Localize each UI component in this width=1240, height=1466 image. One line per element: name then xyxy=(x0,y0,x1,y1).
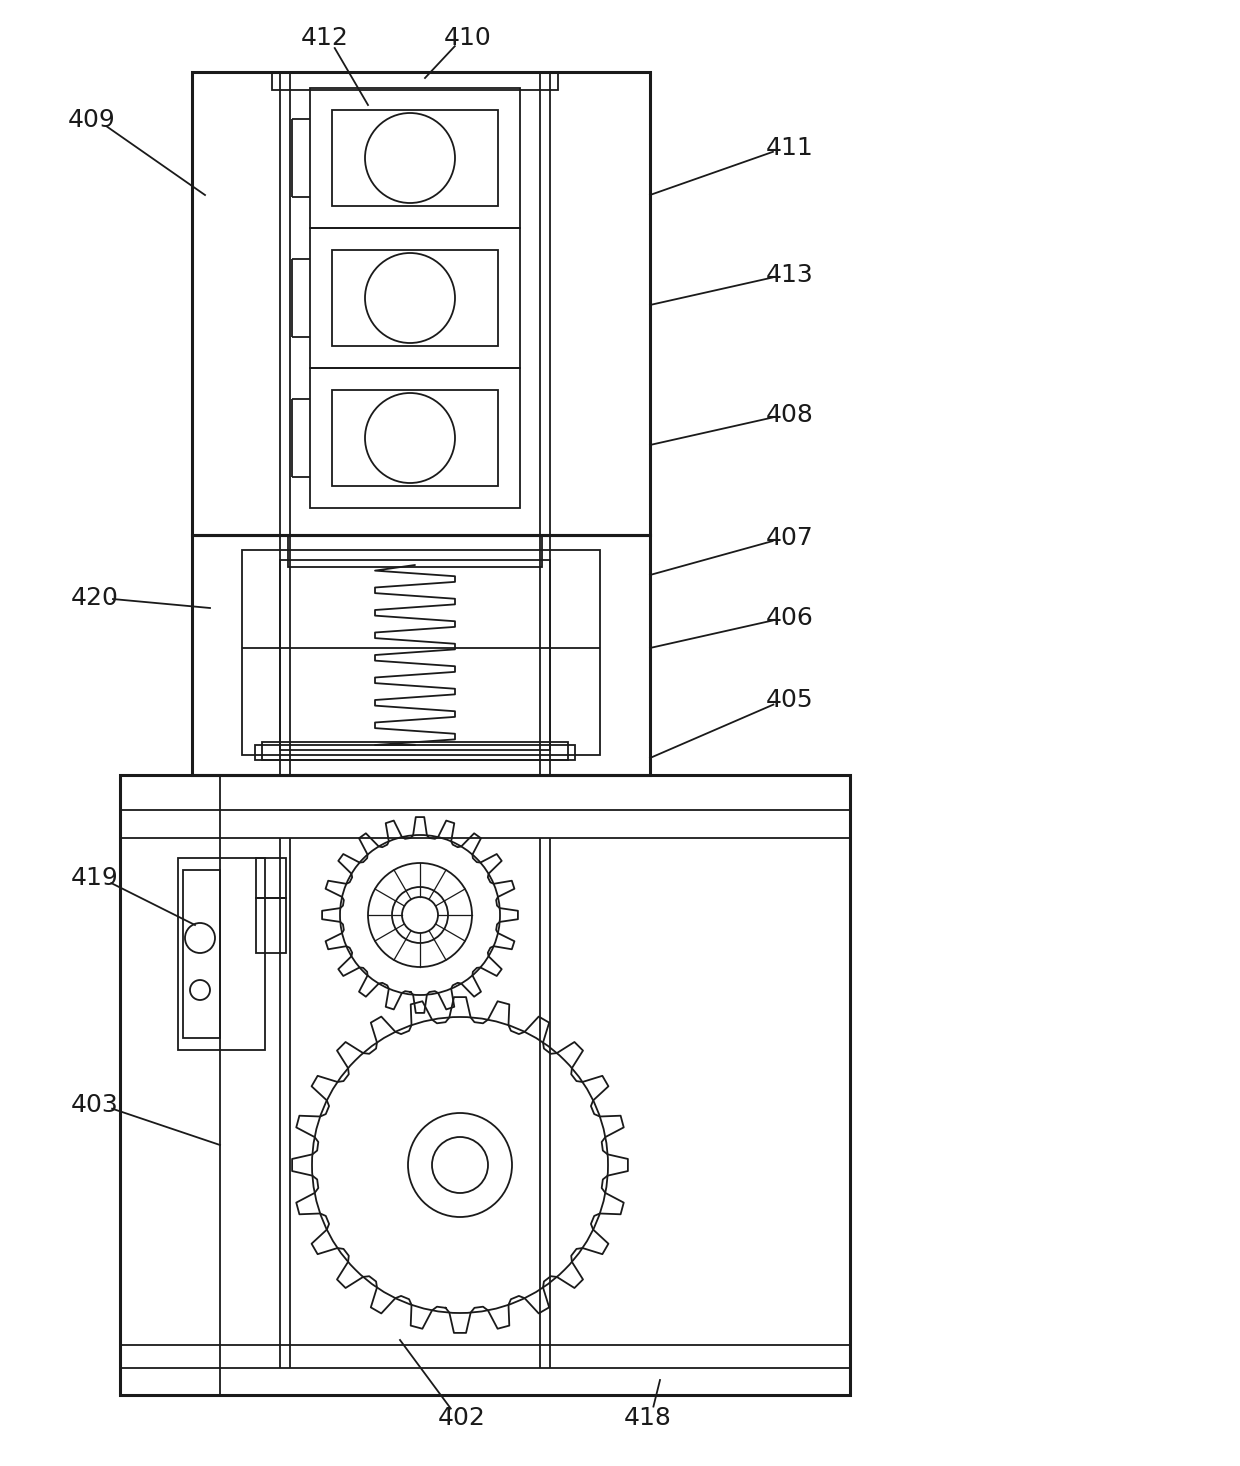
Text: 419: 419 xyxy=(71,866,119,890)
Bar xyxy=(310,229,520,368)
Bar xyxy=(242,550,600,755)
Text: 403: 403 xyxy=(71,1094,119,1117)
Text: 411: 411 xyxy=(766,136,813,160)
Bar xyxy=(332,110,498,207)
Text: 406: 406 xyxy=(766,605,813,630)
Bar xyxy=(310,368,520,509)
Bar xyxy=(255,745,575,759)
Text: 410: 410 xyxy=(444,26,492,50)
Bar xyxy=(255,899,286,953)
Bar xyxy=(288,535,542,567)
Text: 418: 418 xyxy=(624,1406,672,1429)
Bar xyxy=(120,776,849,1396)
Text: 413: 413 xyxy=(766,262,813,287)
Bar xyxy=(192,535,650,776)
Bar xyxy=(192,72,650,535)
Bar xyxy=(179,858,265,1050)
Bar xyxy=(310,88,520,229)
Text: 407: 407 xyxy=(766,526,813,550)
Text: 402: 402 xyxy=(438,1406,486,1429)
Text: 420: 420 xyxy=(71,586,119,610)
Bar xyxy=(272,72,558,89)
Bar xyxy=(332,390,498,487)
Bar xyxy=(280,560,551,751)
Text: 405: 405 xyxy=(766,688,813,712)
Bar xyxy=(255,858,286,899)
Bar xyxy=(262,742,568,759)
Text: 408: 408 xyxy=(766,403,813,427)
Text: 409: 409 xyxy=(68,108,115,132)
Bar xyxy=(332,251,498,346)
Bar xyxy=(184,869,219,1038)
Text: 412: 412 xyxy=(301,26,348,50)
